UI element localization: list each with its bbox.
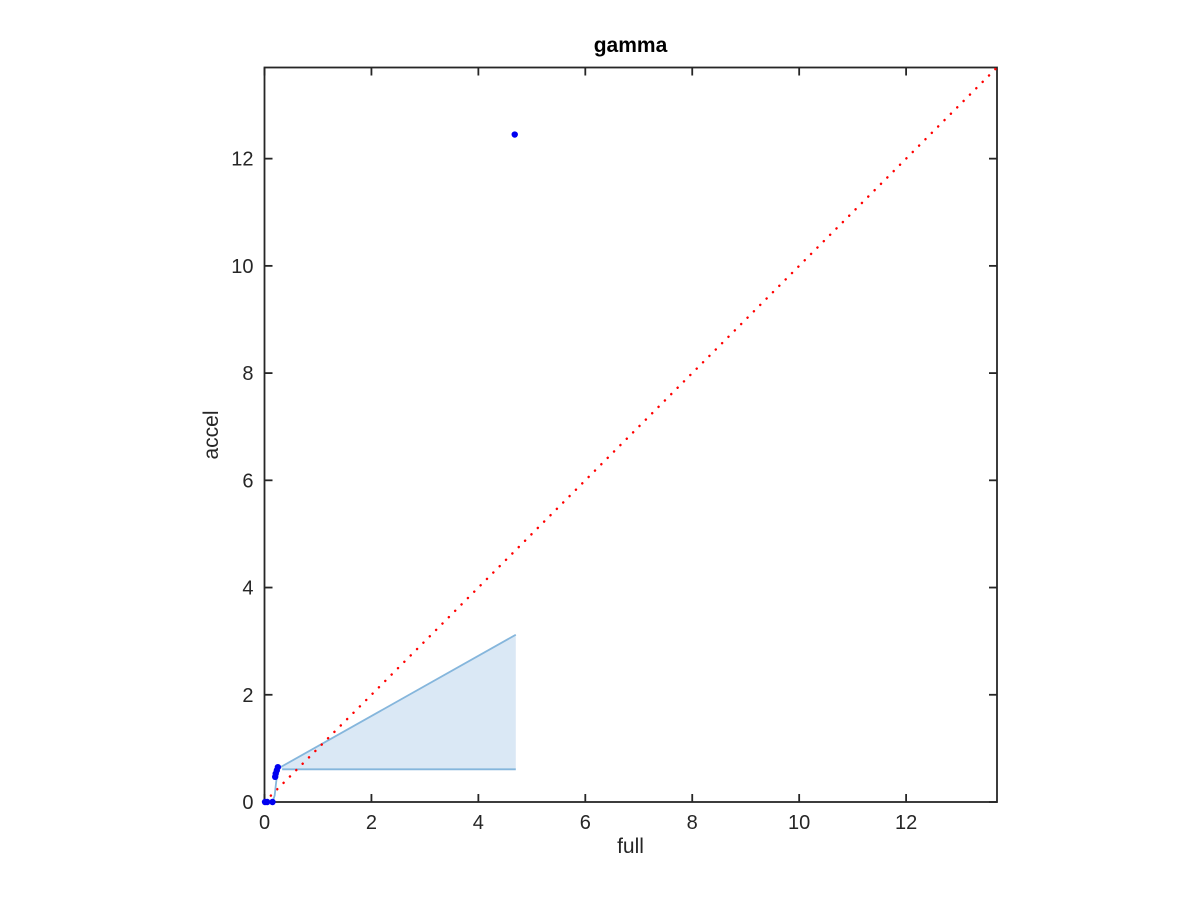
data-point <box>263 798 271 806</box>
data-point <box>269 798 276 806</box>
y-tick-label: 10 <box>231 256 253 278</box>
identity-line <box>263 66 999 804</box>
data-point <box>511 131 518 138</box>
x-tick-label: 4 <box>473 812 484 834</box>
x-tick-label: 2 <box>366 812 377 834</box>
x-tick-label: 12 <box>895 812 917 834</box>
axes-box <box>263 66 998 803</box>
y-tick-label: 2 <box>242 685 253 707</box>
y-tick-label: 8 <box>242 363 253 385</box>
x-tick-label: 0 <box>259 812 270 834</box>
x-tick-label: 6 <box>580 812 591 834</box>
y-tick-label: 0 <box>242 792 253 814</box>
chart-title: gamma <box>593 34 668 57</box>
band-upper-edge <box>280 633 517 768</box>
y-tick-label: 12 <box>231 149 253 171</box>
y-axis-label: accel <box>200 410 223 460</box>
y-tick-label: 4 <box>242 578 253 600</box>
data-point <box>274 763 282 771</box>
x-tick-label: 10 <box>788 812 810 834</box>
x-tick-label: 8 <box>687 812 698 834</box>
y-tick-label: 6 <box>242 470 253 492</box>
x-axis-label: full <box>617 835 644 858</box>
